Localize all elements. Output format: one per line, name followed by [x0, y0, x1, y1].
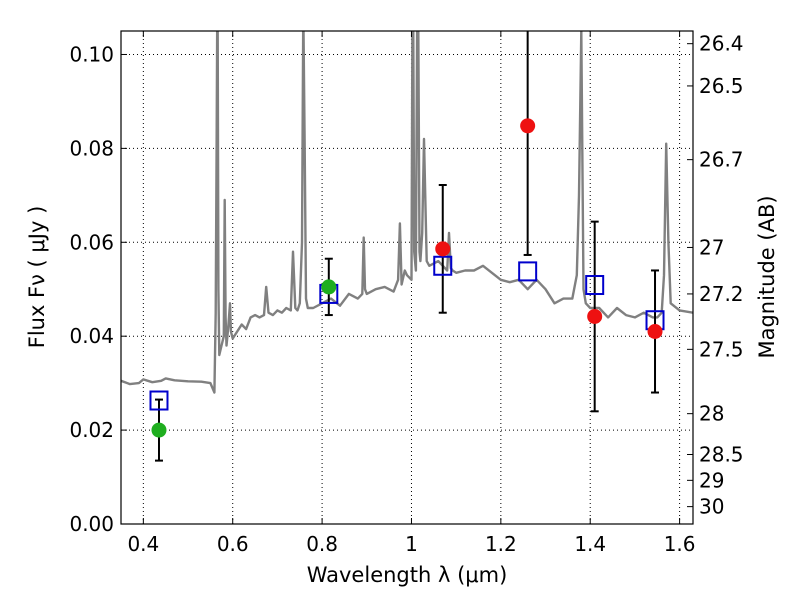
- model-photometry-square: [518, 261, 538, 282]
- y-tick-label: 0.06: [69, 230, 114, 254]
- model-photometry-square: [149, 390, 169, 411]
- y-tick-label: 0.10: [69, 42, 114, 66]
- model-photometry-square: [433, 255, 453, 276]
- observed-flux-point: [587, 308, 603, 324]
- marker-layer: [149, 31, 665, 462]
- x-tick-label: 0.6: [217, 532, 249, 556]
- y-tick-label: 0.00: [69, 512, 114, 536]
- y-tick-label: 0.02: [69, 418, 114, 442]
- model-photometry-square: [585, 275, 605, 296]
- data-layer: [121, 31, 693, 394]
- right-tick-label: 27.5: [699, 337, 744, 361]
- observed-flux-point: [435, 241, 451, 257]
- axes: 0.4 0.6 0.8 1 1.2 1.4 1.6 0.00 0.02 0.04 0.06 0.08 0…: [69, 31, 744, 556]
- plot-frame: [120, 30, 694, 525]
- right-tick-label: 26.7: [699, 148, 744, 172]
- right-tick-label: 29: [699, 468, 724, 492]
- y-axis-right-label: Magnitude (AB): [755, 195, 779, 358]
- right-tick-label: 26.5: [699, 74, 744, 98]
- right-tick-label: 27.2: [699, 282, 744, 306]
- right-tick-label: 30: [699, 495, 724, 519]
- grid: [121, 31, 693, 524]
- observed-flux-point: [647, 323, 663, 339]
- x-tick-label: 0.4: [127, 532, 159, 556]
- x-tick-label: 0.8: [306, 532, 338, 556]
- x-tick-label: 1.4: [574, 532, 606, 556]
- observed-flux-point: [151, 422, 167, 438]
- observed-flux-point: [321, 279, 337, 295]
- observed-flux-point: [520, 118, 536, 134]
- right-tick-label: 26.4: [699, 32, 744, 56]
- right-tick-label: 28: [699, 402, 724, 426]
- spectrum-line: [121, 31, 693, 394]
- y-tick-label: 0.08: [69, 136, 114, 160]
- plot-background: [121, 31, 693, 524]
- x-tick-label: 1: [405, 532, 418, 556]
- y-axis-label: Flux Fν ( μJy ): [25, 206, 49, 349]
- x-tick-label: 1.6: [664, 532, 696, 556]
- x-axis-label: Wavelength λ (μm): [307, 563, 508, 587]
- right-tick-label: 27: [699, 235, 724, 259]
- x-tick-label: 1.2: [485, 532, 517, 556]
- right-tick-label: 28.5: [699, 443, 744, 467]
- y-tick-label: 0.04: [69, 324, 114, 348]
